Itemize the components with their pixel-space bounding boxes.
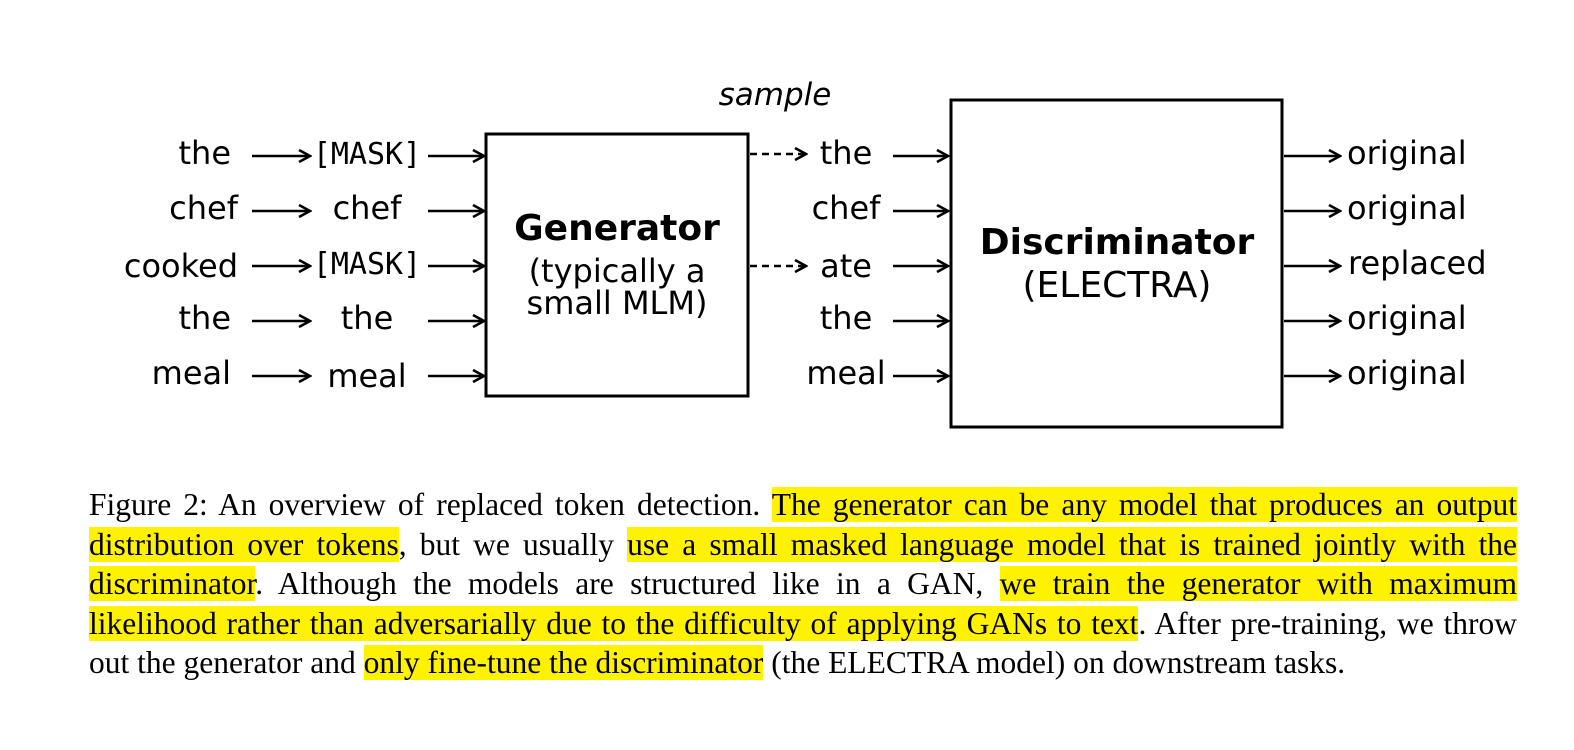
output-label: original xyxy=(1347,354,1467,392)
electra-overview-diagram: sample the chef cooked the meal [MASK] c… xyxy=(124,77,1487,429)
masked-token: the xyxy=(341,299,394,337)
output-label: original xyxy=(1347,134,1467,172)
sample-arrows xyxy=(750,154,806,266)
input-token: the xyxy=(178,299,231,337)
input-token: meal xyxy=(152,354,231,392)
figure-caption: Figure 2: An overview of replaced token … xyxy=(89,485,1517,683)
output-labels: original original replaced original orig… xyxy=(1347,134,1487,392)
caption-text: . After pre-training, we throw out the g… xyxy=(89,605,1517,681)
caption-highlight: only fine-tune the discriminator xyxy=(363,645,764,680)
generator-subtitle: (typically a xyxy=(529,252,706,290)
sample-label: sample xyxy=(719,77,832,113)
discriminator-title: Discriminator xyxy=(980,222,1255,263)
masked-token: [MASK] xyxy=(313,137,421,172)
input-arrows xyxy=(252,156,310,376)
sampled-token: the xyxy=(820,134,873,172)
sampled-tokens: the chef ate the meal xyxy=(806,134,885,392)
generator-box: Generator (typically a small MLM) xyxy=(484,132,750,398)
masked-token: chef xyxy=(333,189,403,227)
caption-text: Figure 2: An overview of replaced token … xyxy=(89,487,772,522)
output-label: replaced xyxy=(1348,244,1487,282)
discriminator-input-arrows xyxy=(893,156,948,376)
generator-title: Generator xyxy=(514,208,720,249)
output-label: original xyxy=(1347,189,1467,227)
sampled-token: meal xyxy=(806,354,885,392)
caption-text: (the ELECTRA model) on downstream tasks. xyxy=(763,645,1346,680)
caption-text: , but we usually xyxy=(398,526,628,562)
generator-input-arrows xyxy=(428,156,484,376)
caption-text: . Although the models are structured lik… xyxy=(255,566,1000,601)
generator-subtitle: small MLM) xyxy=(527,284,708,322)
masked-token: [MASK] xyxy=(313,247,421,282)
masked-tokens: [MASK] chef [MASK] the meal xyxy=(313,137,421,395)
input-token: cooked xyxy=(124,247,238,285)
masked-token: meal xyxy=(327,357,406,395)
discriminator-box: Discriminator (ELECTRA) xyxy=(949,98,1284,429)
input-tokens: the chef cooked the meal xyxy=(124,134,239,392)
input-token: chef xyxy=(169,189,239,227)
sampled-token: chef xyxy=(812,189,882,227)
sampled-token: ate xyxy=(820,247,872,285)
input-token: the xyxy=(178,134,231,172)
output-label: original xyxy=(1347,299,1467,337)
discriminator-subtitle: (ELECTRA) xyxy=(1023,265,1212,306)
output-arrows xyxy=(1284,156,1340,376)
sampled-token: the xyxy=(820,299,873,337)
